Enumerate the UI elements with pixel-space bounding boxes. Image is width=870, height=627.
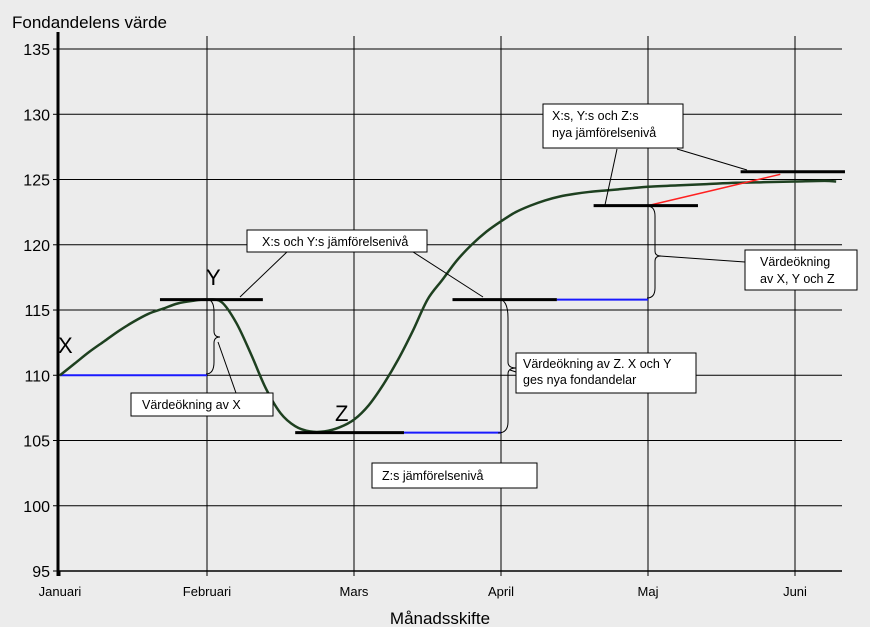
y-tick-label: 100	[23, 499, 50, 516]
y-tick-label: 115	[24, 303, 50, 320]
y-tick-label: 110	[24, 368, 50, 385]
svg-text:av X, Y och Z: av X, Y och Z	[760, 272, 835, 286]
annotation-xy-jamforelseniva: X:s och Y:s jämförelsenivå	[246, 229, 428, 253]
y-tick-label: 105	[23, 434, 50, 451]
annotation-vardeokning-z: Värdeökning av Z. X och Y ges nya fondan…	[515, 352, 697, 394]
svg-text:Värdeökning av Z. X och Y: Värdeökning av Z. X och Y	[523, 357, 672, 371]
tick-labels: 95 100 105 110 115 120 125 130 135 Januari Februar…	[23, 42, 807, 599]
grid-lines	[53, 32, 842, 576]
x-tick-label: Januari	[39, 584, 82, 599]
x-tick-label: Juni	[783, 584, 807, 599]
point-label-y: Y	[206, 265, 221, 290]
svg-text:Värdeökning av X: Värdeökning av X	[142, 398, 241, 412]
svg-text:Värdeökning: Värdeökning	[760, 255, 830, 269]
y-tick-label: 95	[32, 564, 50, 581]
projection-line	[647, 173, 781, 207]
level-layer	[159, 170, 845, 435]
annotation-z-jamforelseniva: Z:s jämförelsenivå	[371, 462, 538, 489]
svg-text:X:s, Y:s och Z:s: X:s, Y:s och Z:s	[552, 109, 639, 123]
svg-text:ges nya fondandelar: ges nya fondandelar	[523, 373, 636, 387]
svg-text:X:s och Y:s jämförelsenivå: X:s och Y:s jämförelsenivå	[262, 235, 408, 249]
point-label-z: Z	[335, 401, 348, 426]
y-tick-label: 120	[23, 238, 50, 255]
point-label-x: X	[58, 333, 73, 358]
x-axis-title: Månadsskifte	[390, 609, 490, 627]
x-tick-label: Maj	[638, 584, 659, 599]
y-axis-title: Fondandelens värde	[12, 13, 167, 32]
annotation-xyz-jamforelseniva: X:s, Y:s och Z:s nya jämförelsenivå	[542, 103, 684, 149]
y-tick-label: 135	[23, 42, 50, 59]
svg-text:Z:s jämförelsenivå: Z:s jämförelsenivå	[382, 469, 483, 483]
x-tick-label: April	[488, 584, 514, 599]
fund-value-line	[59, 179, 837, 434]
y-tick-label: 125	[23, 173, 50, 190]
svg-text:nya jämförelsenivå: nya jämförelsenivå	[552, 126, 656, 140]
annotation-vardeokning-xyz: Värdeökning av X, Y och Z	[744, 249, 858, 291]
x-tick-label: Februari	[183, 584, 232, 599]
series-layer	[59, 173, 837, 434]
x-tick-label: Mars	[340, 584, 369, 599]
annotation-vardeokning-x: Värdeökning av X	[130, 392, 274, 417]
y-tick-label: 130	[23, 107, 50, 124]
